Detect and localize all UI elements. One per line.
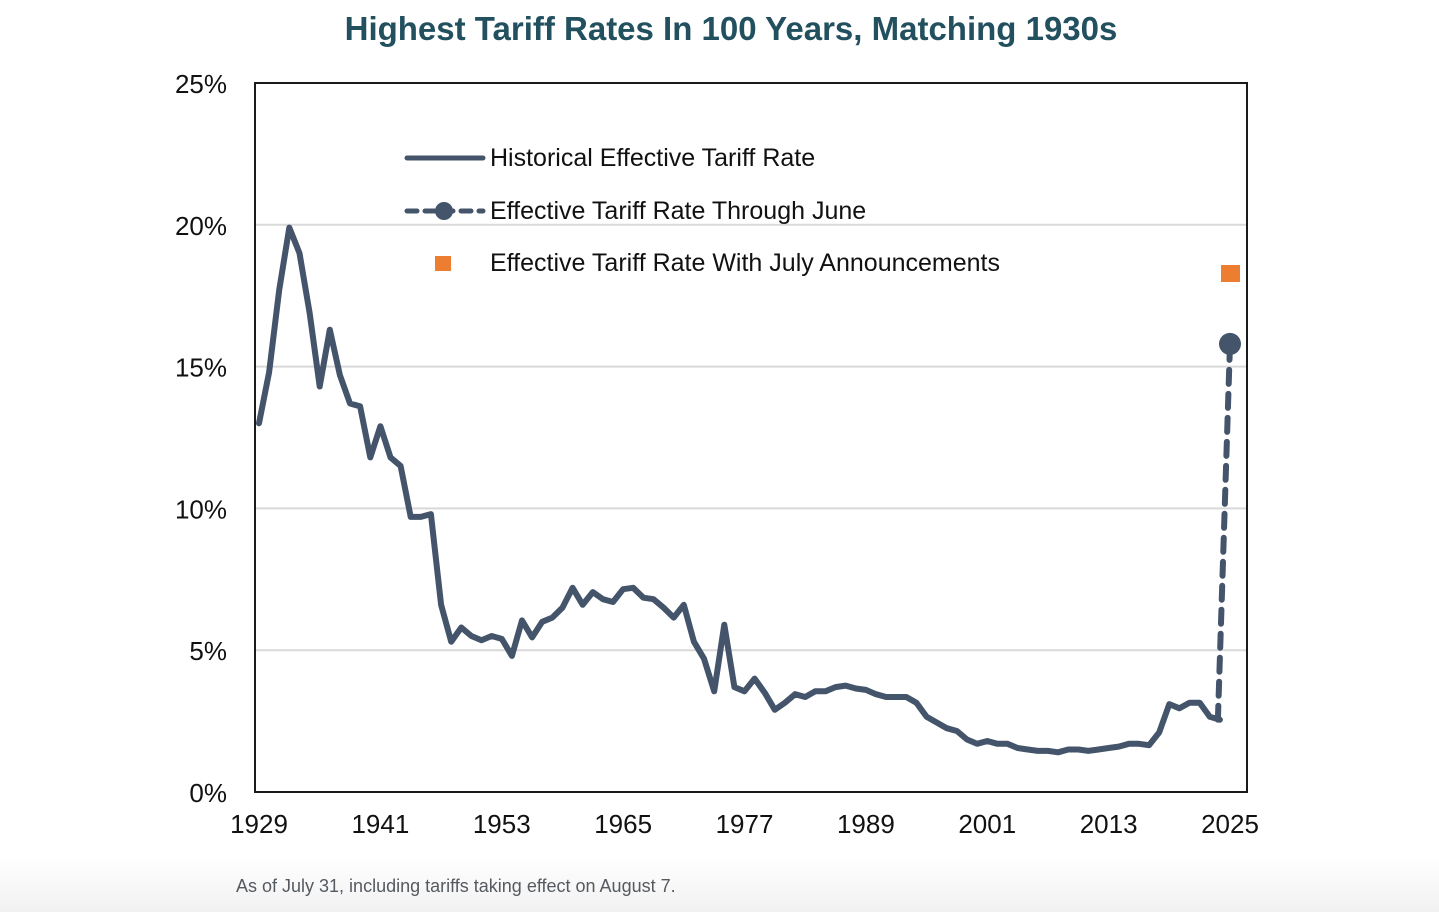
series-historical-line (256, 224, 1223, 756)
x-tick-label: 2013 (1080, 809, 1138, 839)
x-tick-label: 1977 (716, 809, 774, 839)
x-tick-label: 1965 (594, 809, 652, 839)
point-july-announcements-2025 (1221, 265, 1240, 283)
y-tick-label: 0% (189, 778, 227, 808)
legend-marker-through-june (435, 202, 453, 220)
point-through-june-2025 (1219, 332, 1241, 355)
x-tick-label: 1929 (230, 809, 288, 839)
x-tick-label: 1989 (837, 809, 895, 839)
x-tick-label: 1953 (473, 809, 531, 839)
series-through-june-line (1214, 340, 1233, 723)
x-axis-ticks: 1929 1941 1953 1965 1977 1989 2001 2013 2025 (230, 809, 1259, 839)
legend-label-historical: Historical Effective Tariff Rate (490, 144, 815, 172)
bottom-shade (0, 858, 1439, 912)
plot-frame (254, 82, 1248, 793)
chart-title: Highest Tariff Rates In 100 Years, Match… (344, 10, 1118, 47)
y-tick-label: 25% (175, 69, 227, 99)
y-tick-label: 10% (175, 494, 227, 524)
y-axis-ticks: 0% 5% 10% 15% 20% 25% (175, 69, 227, 808)
x-tick-label: 1941 (351, 809, 409, 839)
legend-label-through-june: Effective Tariff Rate Through June (490, 197, 866, 225)
legend-label-july: Effective Tariff Rate With July Announce… (490, 249, 1000, 277)
gridlines (255, 223, 1247, 652)
x-tick-label: 2001 (958, 809, 1016, 839)
y-tick-label: 5% (189, 636, 227, 666)
series-layer (256, 224, 1241, 756)
x-tick-label: 2025 (1201, 809, 1259, 839)
y-tick-label: 20% (175, 211, 227, 241)
footnote: As of July 31, including tariffs taking … (236, 876, 676, 896)
y-tick-label: 15% (175, 353, 227, 383)
legend: Historical Effective Tariff Rate Effecti… (404, 144, 1000, 277)
legend-marker-july (435, 256, 451, 271)
